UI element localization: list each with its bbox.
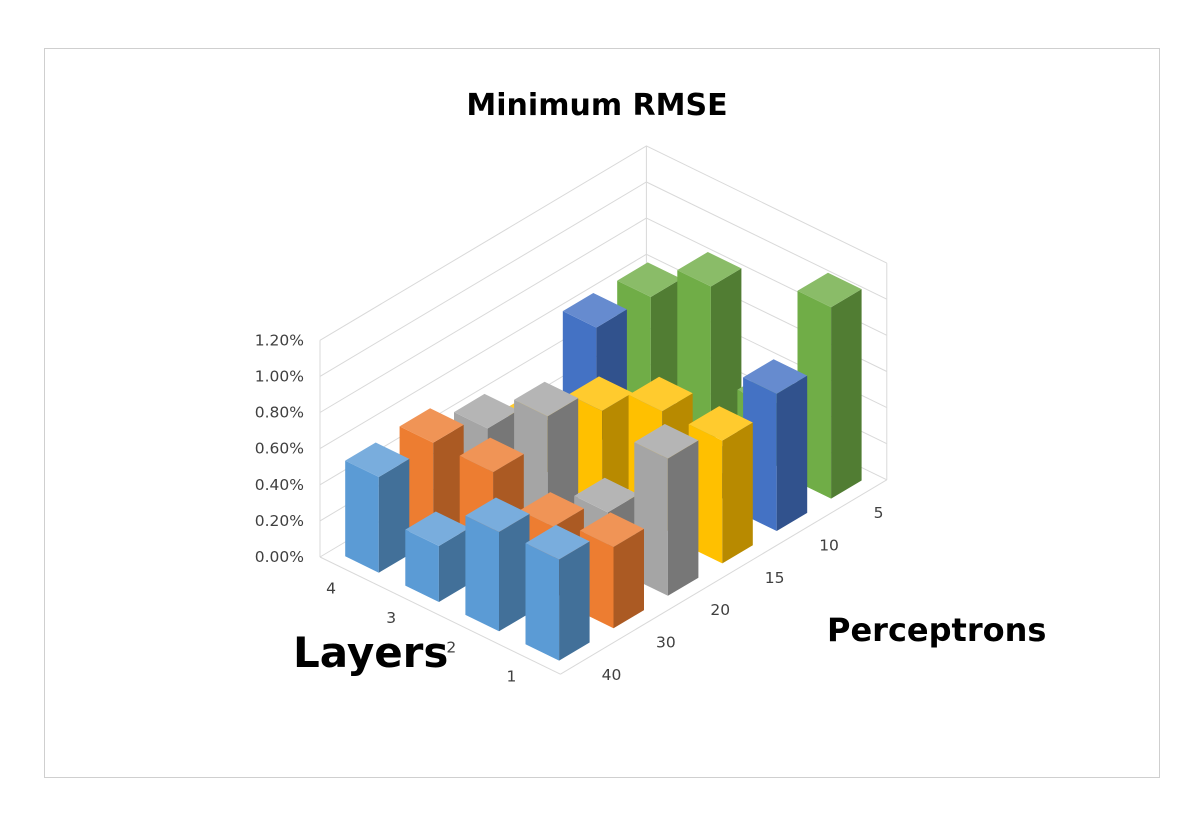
bar-side-face	[831, 289, 862, 499]
perceptron-axis-line	[560, 479, 888, 675]
bar-top-face	[568, 376, 633, 411]
perceptron-tick-label: 20	[710, 601, 730, 619]
bar-top-face	[743, 359, 808, 394]
y-tick-label: 0.60%	[255, 440, 304, 458]
bar-top-face	[399, 408, 464, 443]
bar-top-face	[688, 406, 753, 441]
perceptron-tick-label: 10	[819, 536, 839, 554]
layer-tick-label: 4	[326, 580, 336, 598]
z-axis-title: Perceptrons	[827, 611, 1046, 649]
chart-svg: 0.00% 0.20% 0.40% 0.60% 0.80% 1.00% 1.20% 4 3 2 1 4…	[255, 88, 1047, 686]
bar-top-face	[797, 272, 862, 308]
bar-side-face	[559, 541, 590, 661]
layer-tick-label: 2	[446, 638, 456, 656]
bar-side-face	[613, 528, 644, 629]
y-tick-label: 0.40%	[255, 476, 304, 494]
bar-top-face	[519, 492, 584, 527]
bar-front-face	[345, 460, 379, 573]
bar-side-face	[776, 375, 808, 531]
bar	[405, 511, 470, 602]
perceptron-tick-label: 40	[602, 666, 622, 684]
bar	[525, 524, 590, 661]
x-axis-title: Layers	[293, 628, 448, 677]
bar-top-face	[454, 393, 519, 429]
bar-side-face	[722, 422, 753, 564]
y-tick-label: 1.00%	[255, 367, 304, 385]
gridline	[319, 145, 888, 341]
bar-top-face	[405, 511, 470, 546]
bar-top-face	[617, 262, 682, 297]
chart-title: Minimum RMSE	[466, 88, 727, 123]
layer-tick-label: 1	[506, 668, 516, 686]
bar-side-face	[667, 440, 699, 596]
bar-top-face	[345, 442, 410, 477]
bar-top-face	[562, 293, 627, 328]
bar-side-face	[438, 527, 470, 602]
bar	[465, 497, 530, 632]
bar-side-face	[499, 513, 530, 632]
bar-front-face	[465, 515, 499, 632]
bar-top-face	[465, 497, 530, 532]
bar-side-face	[433, 424, 464, 541]
perceptron-tick-label: 30	[656, 634, 676, 652]
bar-top-face	[574, 477, 639, 513]
layer-axis-line	[319, 556, 561, 675]
bar-side-face	[710, 268, 742, 440]
bar-top-face	[525, 524, 590, 560]
chart-frame: 0.00% 0.20% 0.40% 0.60% 0.80% 1.00% 1.20% 4 3 2 1 4…	[44, 48, 1160, 778]
layer-tick-label: 3	[386, 609, 396, 627]
chart-labels: 0.00% 0.20% 0.40% 0.60% 0.80% 1.00% 1.20% 4 3 2 1 4…	[255, 331, 884, 685]
perceptron-tick-label: 5	[874, 504, 884, 522]
bar-top-face	[579, 512, 644, 547]
bar-front-face	[525, 543, 560, 661]
bar-top-face	[677, 252, 742, 287]
bar-front-face	[405, 529, 439, 602]
y-tick-label: 0.80%	[255, 404, 304, 422]
y-tick-label: 0.20%	[255, 512, 304, 530]
bar-top-face	[628, 376, 693, 412]
perceptron-tick-label: 15	[765, 569, 785, 587]
y-tick-label: 0.00%	[255, 548, 304, 566]
bar-side-face	[378, 458, 410, 573]
bar-top-face	[514, 381, 579, 417]
bar-side-face	[602, 392, 633, 505]
bar-top-face	[634, 424, 699, 459]
bar	[345, 442, 410, 573]
y-tick-label: 1.20%	[255, 331, 304, 349]
chart-bars	[345, 252, 862, 661]
bar-top-face	[459, 437, 524, 473]
